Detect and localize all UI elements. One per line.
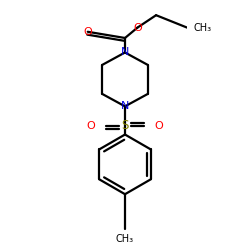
- Text: CH₃: CH₃: [193, 23, 212, 33]
- Text: O: O: [154, 121, 163, 131]
- Text: O: O: [87, 121, 96, 131]
- Text: S: S: [121, 119, 129, 132]
- Text: O: O: [133, 23, 142, 33]
- Text: CH₃: CH₃: [116, 234, 134, 244]
- Text: N: N: [121, 101, 129, 111]
- Text: O: O: [83, 27, 92, 37]
- Text: N: N: [121, 48, 129, 58]
